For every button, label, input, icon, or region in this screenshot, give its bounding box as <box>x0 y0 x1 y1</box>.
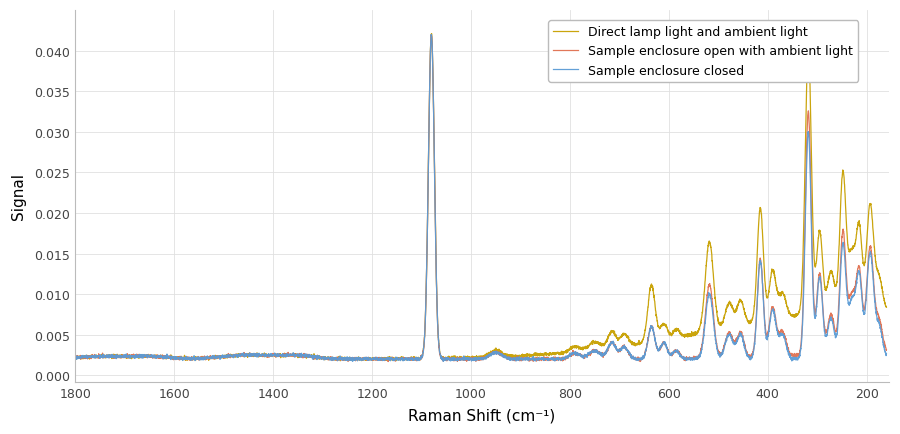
Direct lamp light and ambient light <box>70 354 81 359</box>
Sample enclosure open with ambient light <box>881 347 892 352</box>
Direct lamp light and ambient light <box>598 343 608 349</box>
Sample enclosure open with ambient light <box>557 355 568 360</box>
Sample enclosure open with ambient light <box>426 33 436 39</box>
Direct lamp light and ambient light <box>881 305 892 310</box>
Direct lamp light and ambient light <box>427 32 437 37</box>
Sample enclosure closed <box>598 353 608 358</box>
Sample enclosure open with ambient light <box>598 355 608 360</box>
Line: Direct lamp light and ambient light: Direct lamp light and ambient light <box>76 35 886 361</box>
Sample enclosure closed <box>557 356 568 362</box>
Direct lamp light and ambient light <box>380 355 391 361</box>
Sample enclosure open with ambient light <box>70 355 81 361</box>
Direct lamp light and ambient light <box>675 331 686 336</box>
Sample enclosure closed <box>438 359 449 364</box>
Direct lamp light and ambient light <box>335 358 346 364</box>
Y-axis label: Signal: Signal <box>11 173 26 220</box>
Legend: Direct lamp light and ambient light, Sample enclosure open with ambient light, S: Direct lamp light and ambient light, Sam… <box>548 21 859 82</box>
Sample enclosure closed <box>675 353 686 358</box>
Sample enclosure open with ambient light <box>675 352 686 357</box>
Sample enclosure closed <box>380 355 391 361</box>
X-axis label: Raman Shift (cm⁻¹): Raman Shift (cm⁻¹) <box>409 408 555 423</box>
Sample enclosure closed <box>426 33 436 38</box>
Line: Sample enclosure closed: Sample enclosure closed <box>76 36 886 362</box>
Sample enclosure open with ambient light <box>380 357 391 362</box>
Sample enclosure open with ambient light <box>737 333 748 339</box>
Direct lamp light and ambient light <box>217 354 228 359</box>
Sample enclosure open with ambient light <box>382 359 393 364</box>
Sample enclosure closed <box>70 354 81 359</box>
Direct lamp light and ambient light <box>737 302 748 307</box>
Sample enclosure open with ambient light <box>217 355 228 360</box>
Sample enclosure closed <box>217 353 228 358</box>
Sample enclosure closed <box>881 352 892 357</box>
Sample enclosure closed <box>737 335 748 341</box>
Line: Sample enclosure open with ambient light: Sample enclosure open with ambient light <box>76 36 886 362</box>
Direct lamp light and ambient light <box>557 350 568 355</box>
